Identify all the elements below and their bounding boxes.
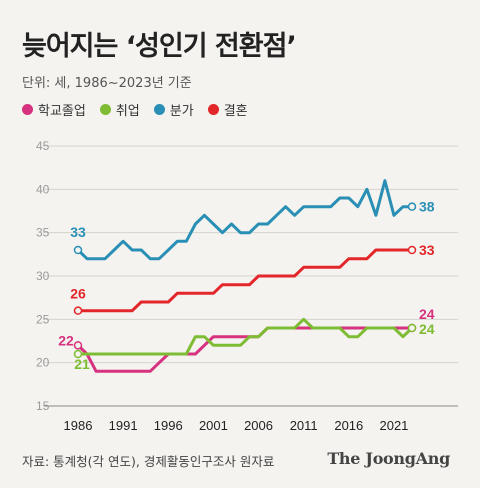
y-tick-label: 45 — [36, 139, 50, 153]
y-tick-label: 15 — [36, 399, 50, 413]
legend-label: 학교졸업 — [38, 104, 86, 119]
x-tick-label: 2016 — [334, 418, 363, 433]
x-tick-label: 1996 — [154, 418, 183, 433]
y-tick-label: 35 — [36, 226, 50, 240]
legend-dot-icon — [22, 104, 33, 115]
start-marker — [73, 341, 83, 350]
legend-dot-icon — [153, 104, 165, 115]
data-label: 22 — [58, 332, 74, 348]
publisher-logo: The JoongAng — [327, 449, 450, 468]
y-tick-label: 30 — [36, 269, 50, 283]
legend-label: 분가 — [169, 104, 194, 119]
series-line — [76, 179, 414, 261]
data-label: 26 — [70, 286, 86, 302]
legend-item-leaving-home: 분가 — [153, 100, 194, 119]
series-line — [76, 248, 414, 313]
series-line — [76, 317, 414, 356]
y-tick-label: 40 — [36, 182, 50, 196]
end-marker — [407, 323, 417, 333]
end-marker — [407, 245, 417, 255]
legend-label: 취업 — [115, 104, 140, 119]
data-label: 38 — [419, 199, 435, 215]
series-line — [76, 326, 414, 373]
legend-label: 결혼 — [223, 104, 248, 119]
chart-title: 늦어지는 ‘성인기 전환점’ — [22, 31, 297, 62]
x-tick-label: 2006 — [244, 418, 273, 433]
data-label: 21 — [74, 356, 90, 372]
x-tick-label: 2001 — [199, 418, 228, 433]
legend-dot-icon — [99, 104, 111, 115]
x-tick-label: 2011 — [290, 418, 318, 433]
data-label: 33 — [419, 242, 435, 258]
start-marker — [73, 306, 83, 315]
legend-item-employment: 취업 — [99, 100, 140, 119]
legend-dot-icon — [207, 104, 219, 115]
legend-item-graduation: 학교졸업 — [22, 100, 86, 119]
legend: 학교졸업 취업 분가 결혼 — [22, 100, 248, 119]
legend-item-marriage: 결혼 — [207, 100, 248, 119]
source-note: 자료: 통계청(각 연도), 경제활동인구조사 원자료 — [22, 454, 275, 469]
data-label: 33 — [70, 224, 86, 240]
x-tick-label: 1986 — [64, 418, 93, 433]
unit-label: 단위: 세, 1986~2023년 기준 — [22, 76, 192, 91]
start-marker — [73, 245, 83, 255]
start-marker — [73, 349, 83, 359]
x-tick-label: 2021 — [379, 418, 408, 433]
y-tick-label: 20 — [36, 356, 50, 370]
data-label: 24 — [419, 321, 435, 337]
y-tick-label: 25 — [36, 312, 50, 326]
x-tick-label: 1991 — [109, 418, 138, 433]
end-marker — [407, 202, 417, 211]
data-label: 24 — [419, 306, 435, 322]
